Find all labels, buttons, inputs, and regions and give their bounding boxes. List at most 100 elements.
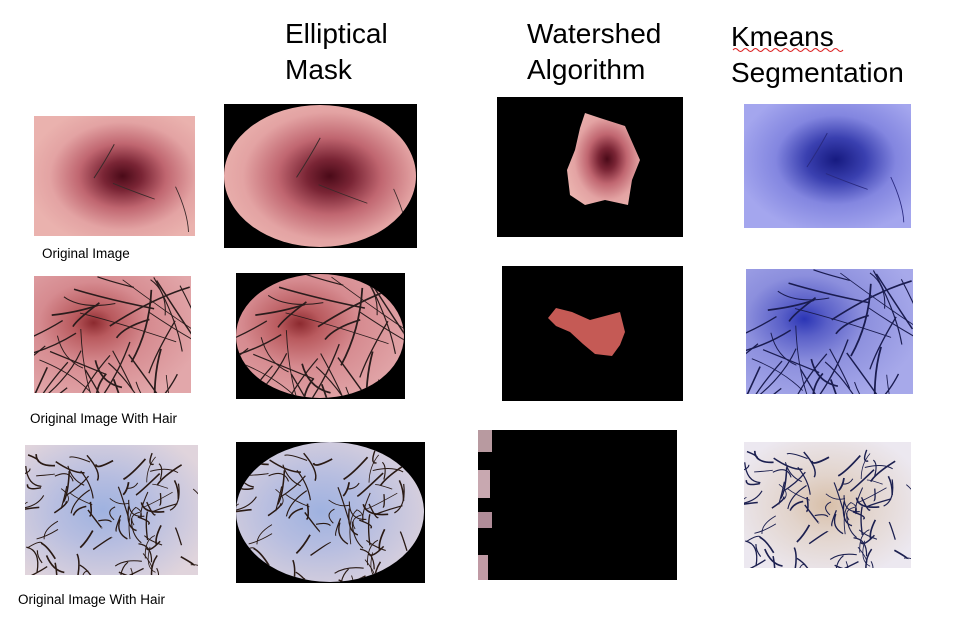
hair-strand: [150, 555, 158, 575]
hair-strand: [175, 186, 189, 232]
hair-strand: [858, 529, 878, 540]
hair-strand: [93, 143, 115, 179]
hair-strand: [72, 505, 87, 516]
hair-strand: [79, 312, 177, 343]
hair-strand: [903, 557, 911, 560]
hair-strand: [295, 534, 311, 555]
hair-strand: [860, 534, 875, 545]
hair-strand: [34, 366, 48, 393]
hair-strand: [781, 471, 806, 493]
hair-strand: [777, 290, 830, 301]
hair-strand: [143, 491, 173, 508]
hair-strand: [873, 346, 882, 394]
hair-strand: [268, 472, 290, 482]
hair-strand: [351, 575, 355, 582]
hair-strand: [382, 494, 385, 508]
hair-strand: [48, 350, 82, 393]
hair-strand: [811, 456, 830, 464]
hair-strand: [34, 319, 63, 337]
hair-strand: [81, 354, 111, 393]
hair-strand: [829, 553, 857, 560]
hair-strand: [884, 373, 900, 394]
hair-strand: [35, 454, 56, 467]
segment: [478, 555, 488, 580]
header-line: Mask: [285, 54, 353, 85]
hair-strand: [864, 464, 893, 470]
hair-strand: [180, 555, 195, 567]
hair-strand: [873, 488, 876, 502]
hair: [746, 269, 913, 394]
hair-strand: [145, 540, 161, 551]
hair-strand: [192, 488, 198, 495]
hair-strand: [338, 579, 364, 582]
hair-strand: [359, 519, 373, 529]
hair-strand: [788, 282, 869, 304]
hair-strand: [831, 280, 912, 321]
hair-strand: [806, 132, 828, 168]
hair-strand: [394, 483, 405, 514]
hair-strand: [356, 472, 384, 498]
segment: [548, 308, 625, 356]
hair-strand: [288, 507, 304, 519]
hair-strand: [150, 279, 166, 316]
hair-strand: [25, 501, 28, 505]
hair-strand: [746, 366, 761, 394]
hair-strand: [372, 450, 377, 464]
hair-strand: [744, 501, 758, 505]
hair-strand: [349, 509, 358, 545]
hair-strand: [290, 373, 333, 398]
hair-strand: [865, 548, 873, 568]
hair-strand: [843, 561, 859, 568]
hair-strand: [846, 506, 855, 521]
hair-strand: [25, 495, 45, 509]
hair-strand: [888, 521, 896, 540]
hair-strand: [754, 469, 774, 473]
hair-strand: [30, 566, 48, 575]
hair-strand: [103, 341, 131, 393]
hair: [93, 143, 189, 232]
hair-strand: [117, 486, 129, 517]
hair-strand: [120, 561, 129, 575]
hair-strand: [149, 452, 154, 466]
header-line: Algorithm: [527, 54, 645, 85]
hair-strand: [122, 279, 191, 329]
hair-strand: [253, 547, 270, 567]
hair-strand: [859, 529, 870, 553]
hair-strand: [856, 487, 887, 504]
hair-strand: [114, 560, 142, 567]
hair-strand: [315, 366, 351, 398]
hair-strand: [60, 488, 69, 504]
hair-strand: [754, 523, 777, 534]
hair-strand: [269, 459, 301, 473]
hair-strand: [312, 458, 333, 466]
hair-strand: [773, 457, 803, 470]
hair-strand: [797, 353, 828, 394]
hair-strand: [302, 377, 315, 398]
hair-strand: [359, 548, 375, 570]
hair-strand: [42, 361, 69, 393]
hair-strand: [337, 357, 399, 398]
hair-strand: [140, 491, 149, 519]
segment: [567, 113, 640, 205]
hair-strand: [54, 562, 58, 575]
hair-strand: [854, 487, 864, 515]
hair-strand: [156, 464, 183, 486]
hair-strand: [863, 449, 869, 462]
row-label: Original Image With Hair: [30, 411, 178, 426]
hair-strand: [367, 514, 371, 546]
hair-strand: [845, 561, 849, 568]
hair-strand: [236, 503, 240, 524]
hair-strand: [320, 353, 343, 397]
hair-strand: [109, 506, 116, 521]
header-line: Kmeans: [731, 21, 834, 52]
hair-strand: [80, 329, 91, 393]
hair-strand: [174, 527, 183, 546]
hair-strand: [399, 531, 408, 551]
hair-strand: [813, 269, 851, 282]
hair-strand: [870, 460, 896, 483]
hair-strand: [98, 519, 112, 523]
hair-strand: [96, 373, 107, 393]
hair: [806, 132, 905, 223]
hair-strand: [860, 506, 864, 536]
hair-strand: [875, 273, 913, 330]
